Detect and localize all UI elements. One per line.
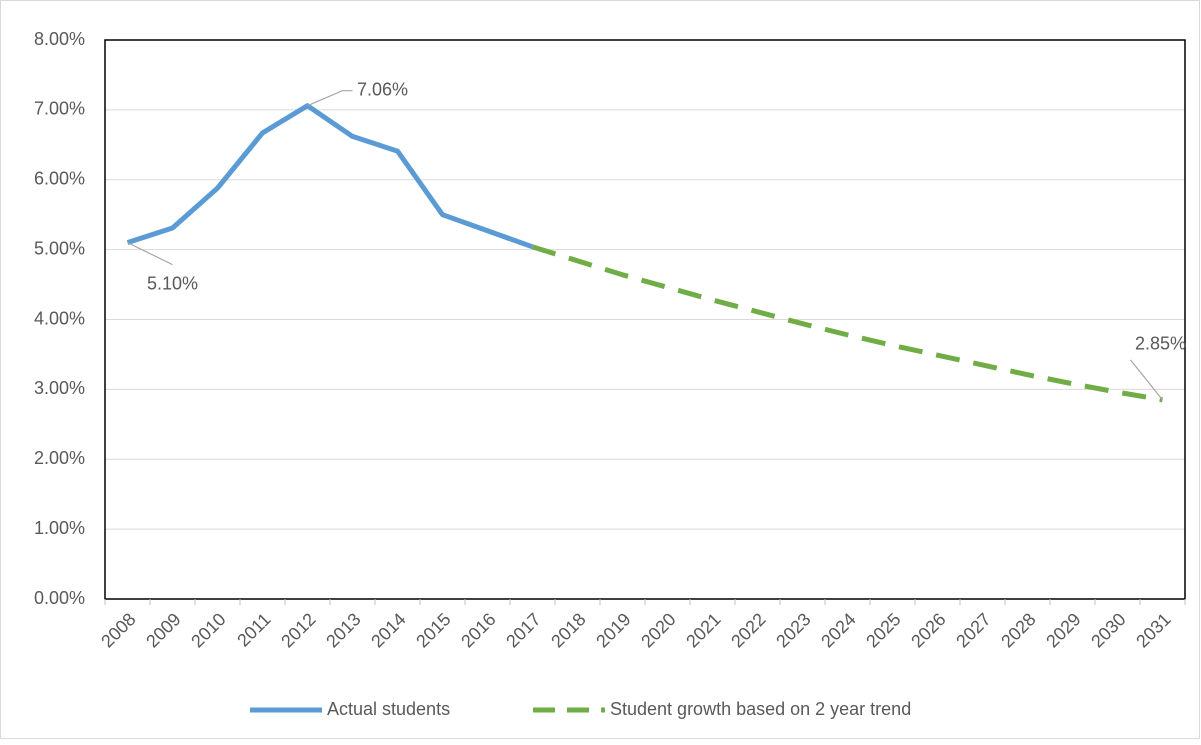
- leader-line: [127, 242, 173, 266]
- line-series: [531, 244, 1163, 403]
- data-label: 2.85%: [1135, 334, 1186, 354]
- y-tick-label: 6.00%: [34, 169, 85, 189]
- y-tick-label: 5.00%: [34, 238, 85, 258]
- y-tick-label: 1.00%: [34, 518, 85, 538]
- y-tick-label: 4.00%: [34, 308, 85, 328]
- data-label: 7.06%: [357, 79, 408, 99]
- legend-label: Student growth based on 2 year trend: [610, 699, 911, 719]
- y-tick-label: 7.00%: [34, 99, 85, 119]
- y-tick-label: 3.00%: [34, 378, 85, 398]
- y-tick-label: 8.00%: [34, 29, 85, 49]
- y-tick-label: 0.00%: [34, 588, 85, 608]
- leader-line: [1130, 359, 1163, 401]
- leader-line: [307, 90, 353, 107]
- y-tick-label: 2.00%: [34, 448, 85, 468]
- line-series: [126, 103, 534, 250]
- data-label: 5.10%: [147, 273, 198, 293]
- legend-label: Actual students: [327, 699, 450, 719]
